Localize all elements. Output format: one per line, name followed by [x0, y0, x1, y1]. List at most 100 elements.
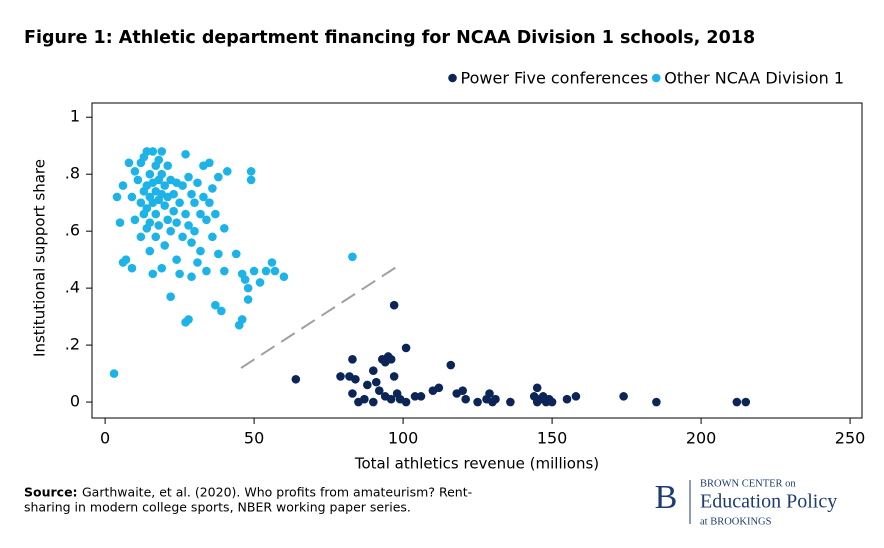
- point: [166, 226, 175, 236]
- point: [255, 278, 265, 287]
- point: [246, 175, 256, 185]
- point: [458, 386, 467, 395]
- point: [169, 189, 178, 199]
- point: [175, 269, 184, 279]
- logo-line3: at BROOKINGS: [700, 516, 772, 527]
- point: [547, 397, 557, 407]
- point: [136, 198, 146, 207]
- point: [461, 394, 470, 404]
- point: [652, 397, 661, 407]
- point: [148, 269, 158, 279]
- point: [351, 374, 360, 384]
- point: [473, 397, 482, 407]
- point: [166, 292, 175, 301]
- point: [160, 241, 170, 250]
- point: [154, 155, 164, 165]
- logo-letter: B: [655, 479, 678, 516]
- point: [130, 215, 140, 225]
- point: [243, 295, 253, 304]
- x-tick-label: 50: [244, 429, 264, 448]
- point: [208, 184, 217, 193]
- y-tick-label: .8: [65, 164, 80, 183]
- point: [386, 394, 396, 404]
- point: [148, 147, 158, 156]
- point: [202, 215, 211, 225]
- source-text: Garthwaite, et al. (2020). Who profits f…: [82, 485, 472, 500]
- point: [208, 232, 217, 242]
- point: [279, 272, 289, 282]
- point: [562, 394, 572, 404]
- point: [121, 255, 131, 264]
- point: [184, 172, 193, 182]
- y-tick-label: .2: [65, 335, 80, 354]
- point: [374, 386, 384, 395]
- point: [401, 343, 411, 353]
- point: [127, 263, 137, 273]
- point: [112, 192, 122, 202]
- point: [127, 192, 137, 202]
- point: [348, 355, 357, 364]
- point: [202, 266, 211, 276]
- point: [389, 372, 399, 381]
- point: [145, 169, 155, 179]
- point: [160, 181, 170, 190]
- point: [190, 226, 199, 236]
- point: [446, 360, 456, 370]
- point: [187, 238, 196, 247]
- point: [163, 215, 172, 225]
- point: [109, 369, 119, 378]
- point: [240, 275, 250, 284]
- point: [369, 397, 378, 407]
- point: [211, 209, 220, 219]
- point: [571, 392, 581, 401]
- y-axis-title: Institutional support share: [31, 159, 49, 357]
- logo-line2: Education Policy: [700, 491, 837, 513]
- point: [237, 315, 247, 324]
- point: [205, 158, 214, 168]
- point: [389, 300, 399, 310]
- point: [199, 192, 208, 202]
- point: [532, 383, 542, 393]
- point: [187, 272, 196, 282]
- point: [348, 389, 357, 398]
- source-text: sharing in modern college sports, NBER w…: [24, 500, 411, 515]
- point: [172, 255, 181, 264]
- point: [193, 178, 202, 188]
- point: [178, 181, 187, 190]
- point: [118, 181, 128, 190]
- point: [485, 389, 494, 398]
- logo-line1: BROWN CENTER on: [700, 478, 796, 489]
- point: [196, 246, 205, 256]
- point: [133, 175, 143, 185]
- point: [151, 232, 161, 242]
- point: [434, 383, 444, 393]
- point: [181, 209, 190, 219]
- point: [169, 206, 178, 216]
- legend-label: Power Five conferences: [461, 69, 649, 88]
- point: [741, 397, 751, 407]
- point: [160, 201, 170, 210]
- point: [145, 218, 155, 227]
- point: [190, 198, 199, 207]
- point: [619, 392, 628, 401]
- point: [193, 258, 202, 267]
- point: [175, 198, 184, 207]
- point: [246, 167, 256, 176]
- point: [142, 204, 152, 213]
- source-label: Source:: [24, 485, 78, 500]
- point: [369, 366, 378, 376]
- dashed-guide: [240, 265, 399, 369]
- y-tick-label: 0: [70, 392, 80, 411]
- point: [205, 198, 214, 207]
- point: [196, 209, 205, 219]
- point: [220, 266, 229, 276]
- point: [410, 392, 420, 401]
- point: [172, 218, 181, 227]
- point: [187, 189, 196, 199]
- point: [249, 266, 259, 276]
- point: [136, 232, 146, 242]
- y-tick-label: .6: [65, 221, 80, 240]
- x-tick-label: 250: [835, 429, 866, 448]
- point: [261, 266, 271, 276]
- point: [217, 306, 226, 316]
